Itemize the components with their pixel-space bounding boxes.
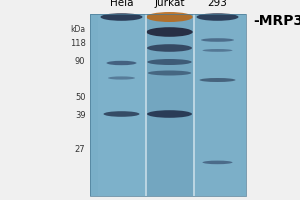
Ellipse shape <box>196 13 238 21</box>
Text: 90: 90 <box>75 56 86 66</box>
Bar <box>90 14 246 196</box>
Bar <box>194 14 241 196</box>
Ellipse shape <box>106 61 136 65</box>
Text: kDa: kDa <box>70 24 86 33</box>
Text: 27: 27 <box>75 146 86 154</box>
Text: Hela: Hela <box>110 0 133 8</box>
Ellipse shape <box>200 78 236 82</box>
Text: 50: 50 <box>75 92 86 102</box>
Text: Jurkat: Jurkat <box>154 0 185 8</box>
Ellipse shape <box>201 38 234 42</box>
Ellipse shape <box>202 161 232 164</box>
Text: 39: 39 <box>75 112 86 120</box>
Ellipse shape <box>146 12 193 22</box>
Ellipse shape <box>202 49 232 52</box>
Ellipse shape <box>147 44 192 52</box>
Ellipse shape <box>147 59 192 65</box>
Text: 293: 293 <box>208 0 227 8</box>
Ellipse shape <box>108 76 135 80</box>
Bar <box>146 14 193 196</box>
Text: 118: 118 <box>70 40 86 48</box>
Ellipse shape <box>146 27 193 37</box>
Ellipse shape <box>100 13 142 21</box>
Ellipse shape <box>147 110 192 118</box>
Ellipse shape <box>103 111 140 117</box>
Bar <box>90 14 246 196</box>
Text: -MRP3: -MRP3 <box>254 14 300 28</box>
Bar <box>98 14 145 196</box>
Ellipse shape <box>148 71 191 75</box>
